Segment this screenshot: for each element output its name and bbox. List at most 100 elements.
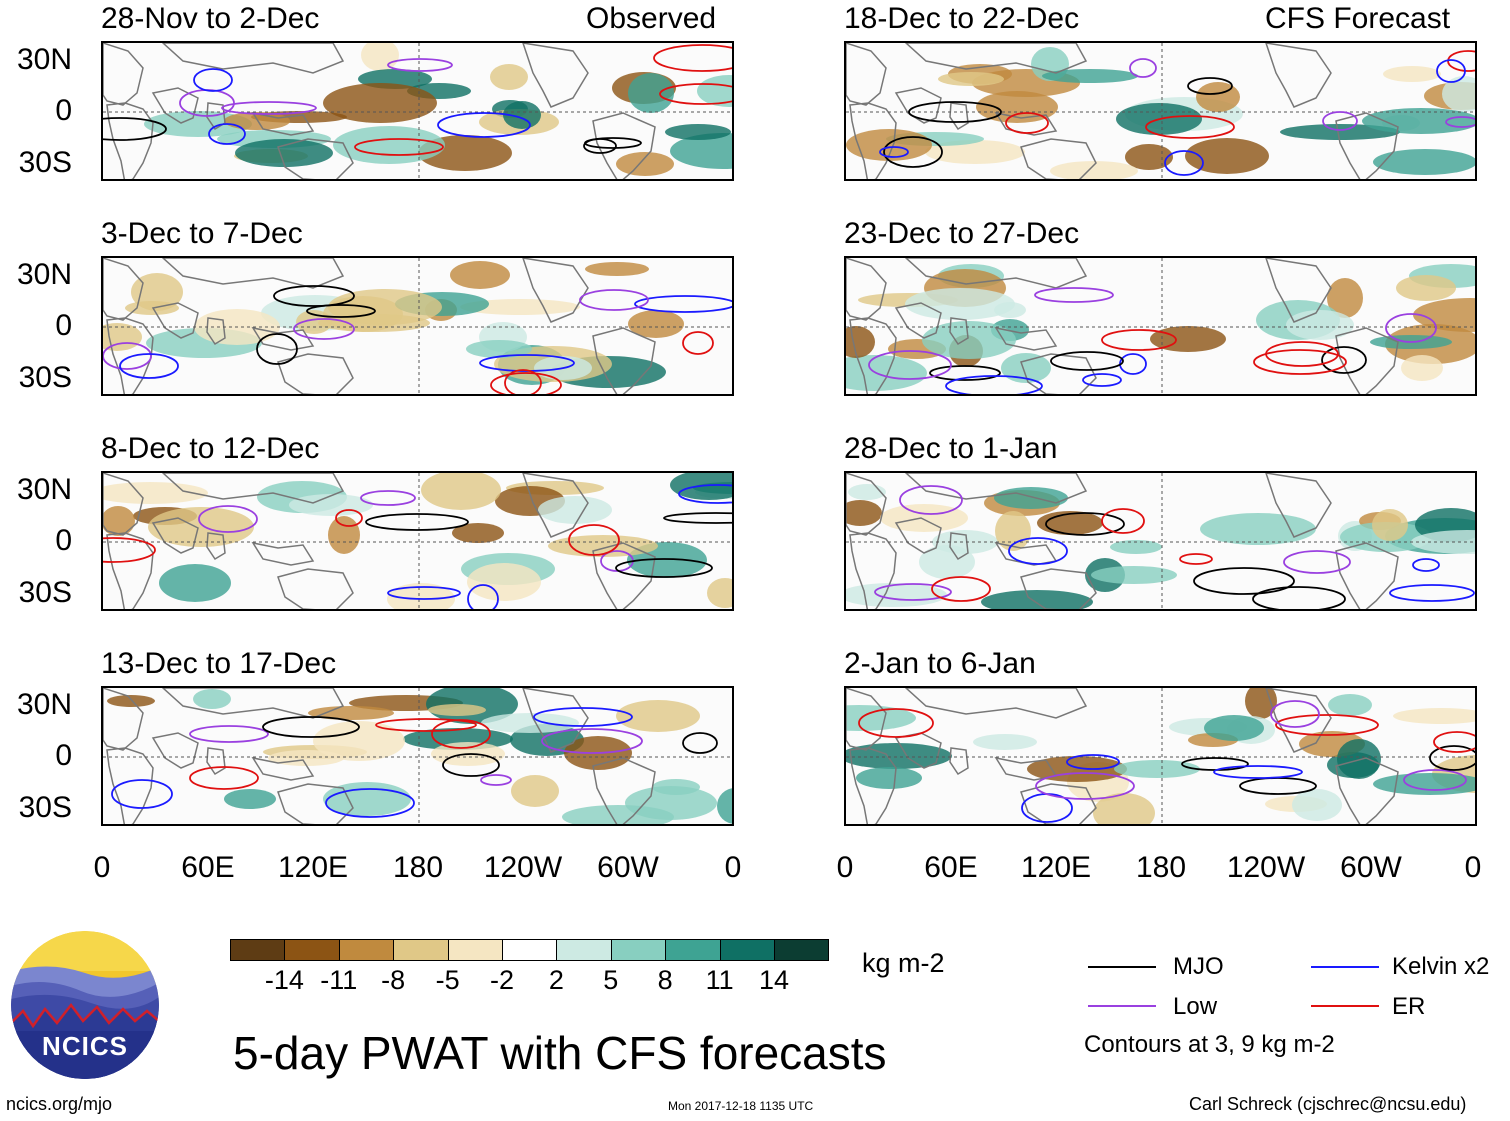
map-panel-forecast-2 [844, 256, 1477, 396]
coastline [849, 102, 897, 179]
pwat-anomaly-patch [490, 64, 528, 90]
legend-label-mjo: MJO [1173, 953, 1224, 980]
ylabel-30s-p4: 30S [18, 791, 72, 824]
wave-contour [1179, 553, 1213, 565]
pwat-anomaly-patch [1362, 108, 1475, 134]
coastline [904, 43, 1088, 74]
wave-contour [375, 718, 477, 732]
ylabel-30n-p3: 30N [16, 473, 72, 506]
pwat-anomaly-patch [670, 133, 732, 169]
wave-contour [306, 304, 376, 318]
pwat-anomaly-patch [973, 734, 1037, 750]
map-canvas [846, 473, 1475, 609]
map-panel-forecast-3 [844, 471, 1477, 611]
panel-title-6: 23-Dec to 27-Dec [844, 217, 1080, 250]
legend-line-er [1311, 1005, 1379, 1007]
colorbar-label: -14 [264, 965, 304, 995]
pwat-anomaly-patch [1372, 509, 1408, 541]
main-title: 5-day PWAT with CFS forecasts [233, 1027, 887, 1079]
coastline [522, 43, 589, 108]
wave-contour [1321, 346, 1367, 374]
coastline [277, 353, 354, 394]
pwat-anomaly-patch [1204, 715, 1264, 741]
wave-contour [1389, 584, 1475, 602]
wave-contour [480, 774, 512, 786]
legend-label-er: ER [1392, 993, 1426, 1020]
wave-contour [1253, 349, 1347, 375]
pwat-anomaly-patch [467, 563, 541, 601]
coastline [1265, 688, 1332, 753]
coastline [849, 317, 897, 394]
ncics-logo: NCICS [11, 931, 159, 1079]
pwat-anomaly-patch [193, 689, 231, 709]
wave-contour [1066, 754, 1120, 770]
pwat-anomaly-patch [717, 788, 732, 824]
xlabel-right-120w: 120W [1226, 851, 1306, 884]
pwat-anomaly-patch [616, 152, 674, 176]
wave-contour [659, 83, 732, 105]
pwat-anomaly-patch [548, 535, 658, 557]
wave-contour [908, 101, 1002, 123]
map-canvas [103, 473, 732, 609]
coastline [151, 302, 199, 339]
pwat-anomaly-patch [308, 706, 394, 720]
wave-contour [273, 285, 355, 307]
pwat-anomaly-patch [538, 496, 612, 524]
pwat-anomaly-patch [466, 340, 532, 358]
coastline [1020, 568, 1097, 609]
coastline [161, 473, 345, 504]
colorbar-label: -11 [320, 965, 358, 995]
coastline [151, 517, 199, 554]
coastline [894, 517, 942, 554]
coastline [1335, 542, 1399, 609]
wave-contour [189, 725, 269, 743]
pwat-anomaly-patch [333, 126, 445, 164]
pwat-anomaly-patch [628, 73, 674, 113]
pwat-anomaly-patch [846, 500, 882, 526]
colorbar-label: 5 [603, 965, 619, 995]
pwat-anomaly-patch [107, 695, 155, 707]
wave-contour [387, 58, 453, 72]
coastline [846, 258, 887, 321]
colorbar-cell [284, 939, 340, 961]
coastline [949, 317, 969, 346]
wave-contour [1429, 745, 1475, 771]
pwat-anomaly-patch [159, 564, 231, 602]
wave-contour [354, 138, 444, 156]
colorbar-cell [665, 939, 721, 961]
coastline [106, 102, 154, 179]
legend-label-low: Low [1173, 993, 1218, 1020]
wave-contour [663, 512, 732, 524]
map-panel-observed-1 [101, 41, 734, 181]
wave-contour [1164, 150, 1204, 176]
wave-contour [189, 766, 259, 790]
wave-contour [111, 779, 173, 809]
panel-tag-forecast: CFS Forecast [1265, 2, 1451, 35]
legend-note: Contours at 3, 9 kg m-2 [1084, 1031, 1335, 1058]
panel-title-5: 18-Dec to 22-Dec [844, 2, 1080, 35]
coastline [904, 688, 1088, 719]
footer-author: Carl Schreck (cjschrec@ncsu.edu) [1189, 1094, 1467, 1114]
ylabel-30n-p2: 30N [16, 258, 72, 291]
colorbar-label: -5 [435, 965, 460, 995]
map-canvas [846, 688, 1475, 824]
coastline [277, 138, 354, 179]
xlabel-right-0: 0 [836, 851, 854, 884]
colorbar-cell [719, 939, 775, 961]
panel-title-1: 28-Nov to 2-Dec [101, 2, 320, 35]
ylabel-30s-p1: 30S [18, 146, 72, 179]
xlabel-left-60e: 60E [181, 851, 235, 884]
map-canvas [103, 688, 732, 824]
wave-contour [874, 583, 952, 601]
wave-contour [293, 318, 355, 340]
wave-contour [103, 537, 156, 563]
colorbar-cell [502, 939, 558, 961]
pwat-anomaly-patch [1185, 138, 1269, 174]
pwat-anomaly-patch [1042, 69, 1138, 83]
wave-contour [1433, 731, 1475, 753]
xlabel-left-60w: 60W [597, 851, 659, 884]
pwat-anomaly-patch [323, 83, 437, 123]
wave-contour [1082, 373, 1122, 387]
pwat-anomaly-patch [328, 289, 442, 325]
wave-contour [193, 68, 233, 92]
